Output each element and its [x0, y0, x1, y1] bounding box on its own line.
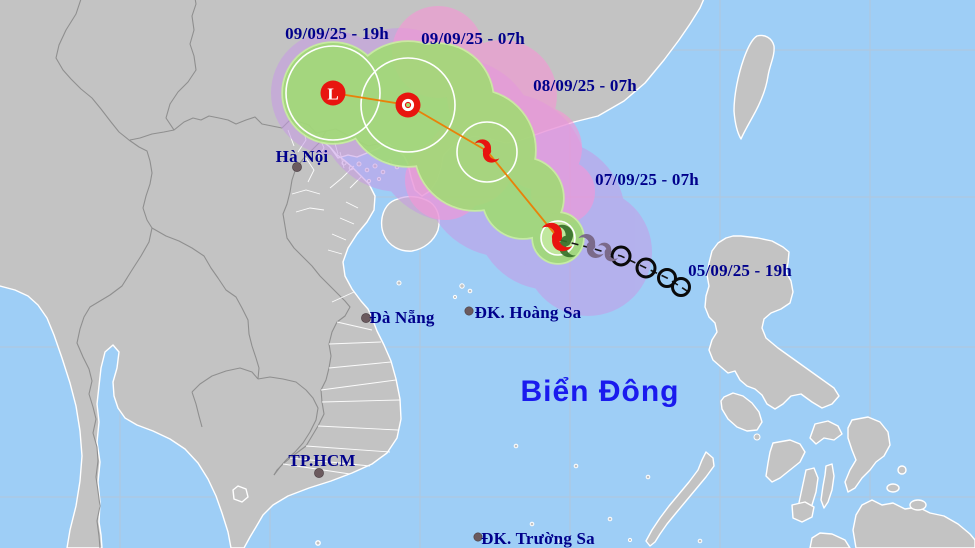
hoangsa-dot — [464, 306, 474, 316]
panay-island — [765, 439, 806, 483]
mindoro-island — [720, 392, 763, 432]
masbate-island — [809, 420, 843, 445]
tphcm-dot — [314, 468, 324, 478]
island-label-truongsa: ĐK. Trường Sa — [481, 529, 595, 548]
city-label-tphcm: TP.HCM — [288, 451, 356, 470]
danger-zone — [281, 40, 585, 265]
low-pressure-letter: L — [327, 85, 338, 104]
date-label: 09/09/25 - 07h — [421, 29, 525, 48]
date-label: 08/09/25 - 07h — [533, 76, 637, 95]
taiwan-island — [733, 34, 775, 140]
island-label-hoangsa: ĐK. Hoàng Sa — [474, 303, 582, 322]
luzon-island — [704, 235, 840, 410]
cebu-island — [820, 463, 835, 509]
date-label: 05/09/25 - 19h — [688, 261, 792, 280]
truongsa-dot — [473, 532, 483, 542]
danang-dot — [361, 313, 371, 323]
small-island — [897, 465, 907, 475]
past-position-circles — [610, 245, 691, 297]
forecast-depression-icon — [395, 92, 421, 118]
zamboanga-island — [809, 532, 851, 548]
palawan-island — [645, 451, 715, 547]
small-island — [909, 499, 927, 511]
small-island — [886, 483, 900, 493]
hanoi-dot — [292, 162, 302, 172]
phu-quoc-island — [232, 485, 249, 503]
forecast-low-pressure-icon: L — [320, 80, 346, 106]
samar-leyte-islands — [844, 416, 891, 493]
sea-name-label: Biển Đông — [520, 375, 680, 408]
bohol-island — [791, 501, 815, 523]
date-label: 09/09/25 - 19h — [285, 24, 389, 43]
past-track-line — [559, 239, 691, 294]
city-label-hanoi: Hà Nội — [275, 147, 329, 166]
date-label: 07/09/25 - 07h — [595, 170, 699, 189]
city-label-danang: Đà Nẵng — [369, 308, 435, 327]
con-dao-island — [315, 540, 321, 546]
forecast-track-line — [332, 92, 559, 239]
place-dots — [292, 162, 483, 542]
